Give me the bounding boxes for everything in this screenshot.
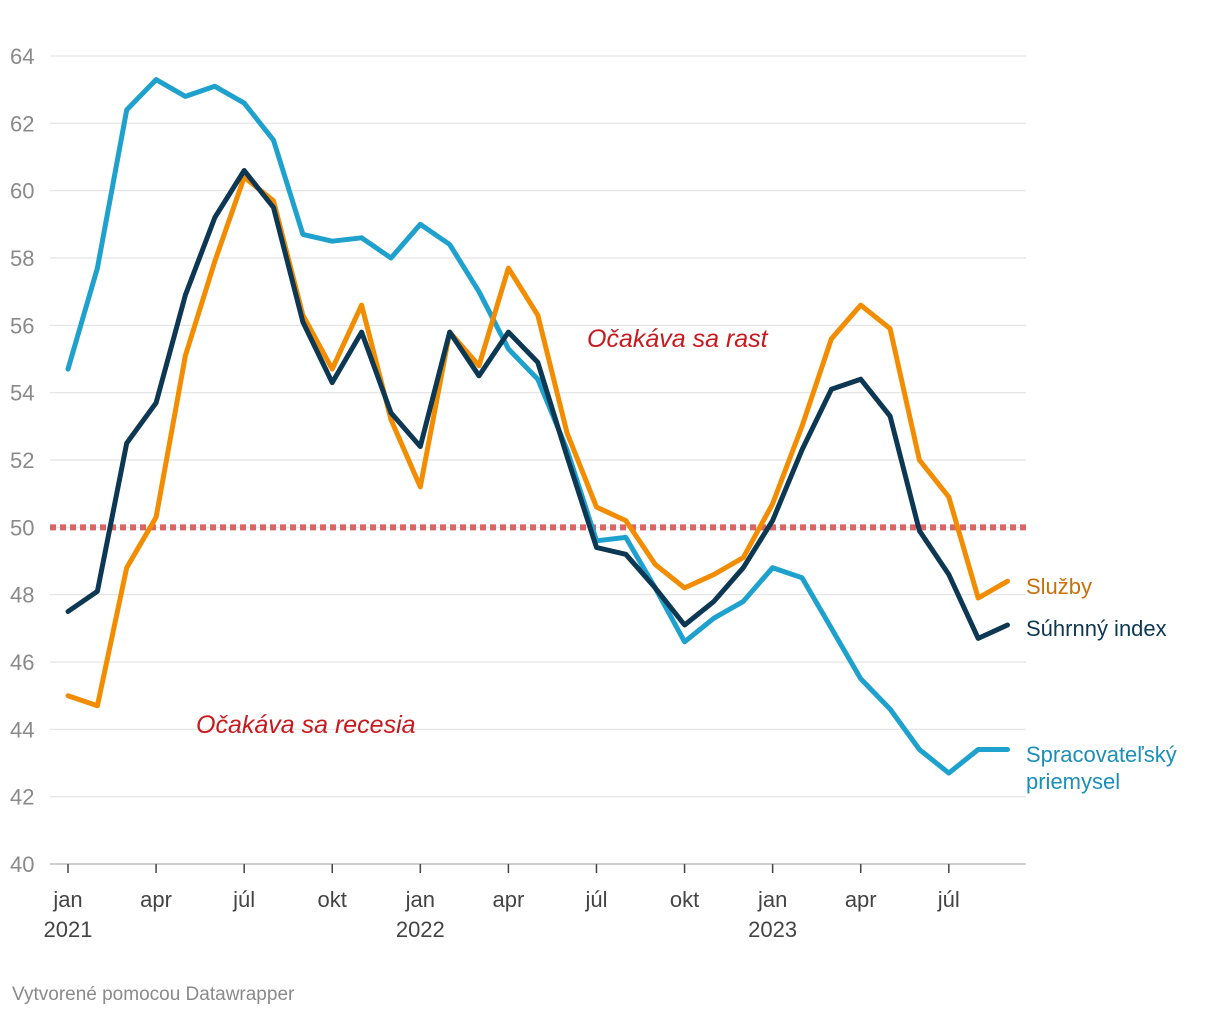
y-tick-label-52: 52	[10, 448, 34, 473]
series-label-2-line-0: Spracovateľský	[1026, 742, 1177, 767]
y-tick-label-54: 54	[10, 381, 34, 406]
x-tick-year-2022: 2022	[396, 917, 445, 942]
series-lines	[65, 77, 1010, 776]
x-tick-year-2021: 2021	[44, 917, 93, 942]
x-tick-label-18: júl	[584, 887, 607, 912]
y-axis: 40 42 44 46 48 50 52 54 56 58 60 62 64	[10, 44, 34, 877]
annotations: Očakáva sa rast Očakáva sa recesia	[196, 325, 769, 739]
series-line-1	[65, 168, 1010, 641]
grid-lines	[50, 55, 1026, 865]
y-tick-label-62: 62	[10, 111, 34, 136]
x-tick-label-3: apr	[140, 887, 172, 912]
x-tick-year-2023: 2023	[748, 917, 797, 942]
annotation-recession: Očakáva sa recesia	[196, 711, 416, 739]
series-label-1: Súhrnný index	[1026, 616, 1167, 641]
credit-text: Vytvorené pomocou Datawrapper	[12, 984, 295, 1005]
x-tick-label-15: apr	[493, 887, 525, 912]
series-label-0: Služby	[1026, 574, 1092, 599]
x-tick-label-0: jan	[52, 887, 82, 912]
series-labels: Služby Súhrnný index Spracovateľskýpriemys…	[1026, 574, 1177, 794]
y-tick-label-58: 58	[10, 246, 34, 271]
series-line-2	[65, 77, 1010, 776]
y-tick-label-44: 44	[10, 717, 34, 742]
y-tick-label-60: 60	[10, 179, 34, 204]
y-tick-label-64: 64	[10, 44, 34, 69]
x-tick-label-21: okt	[670, 887, 699, 912]
x-tick-label-12: jan	[405, 887, 435, 912]
x-tick-label-24: jan	[757, 887, 787, 912]
x-tick-label-9: okt	[318, 887, 347, 912]
y-tick-label-46: 46	[10, 650, 34, 675]
y-tick-label-48: 48	[10, 583, 34, 608]
y-tick-label-40: 40	[10, 852, 34, 877]
x-tick-label-27: apr	[845, 887, 877, 912]
x-tick-label-30: júl	[937, 887, 960, 912]
y-tick-label-56: 56	[10, 313, 34, 338]
series-line-0	[65, 174, 1010, 709]
series-label-2-line-1: priemysel	[1026, 769, 1120, 794]
x-tick-label-6: júl	[232, 887, 255, 912]
annotation-growth: Očakáva sa rast	[587, 325, 769, 353]
x-axis: jan 2021 apr júl okt jan 2022 apr júl okt jan 2023 a…	[44, 864, 960, 942]
y-tick-label-42: 42	[10, 785, 34, 810]
y-tick-label-50: 50	[10, 515, 34, 540]
